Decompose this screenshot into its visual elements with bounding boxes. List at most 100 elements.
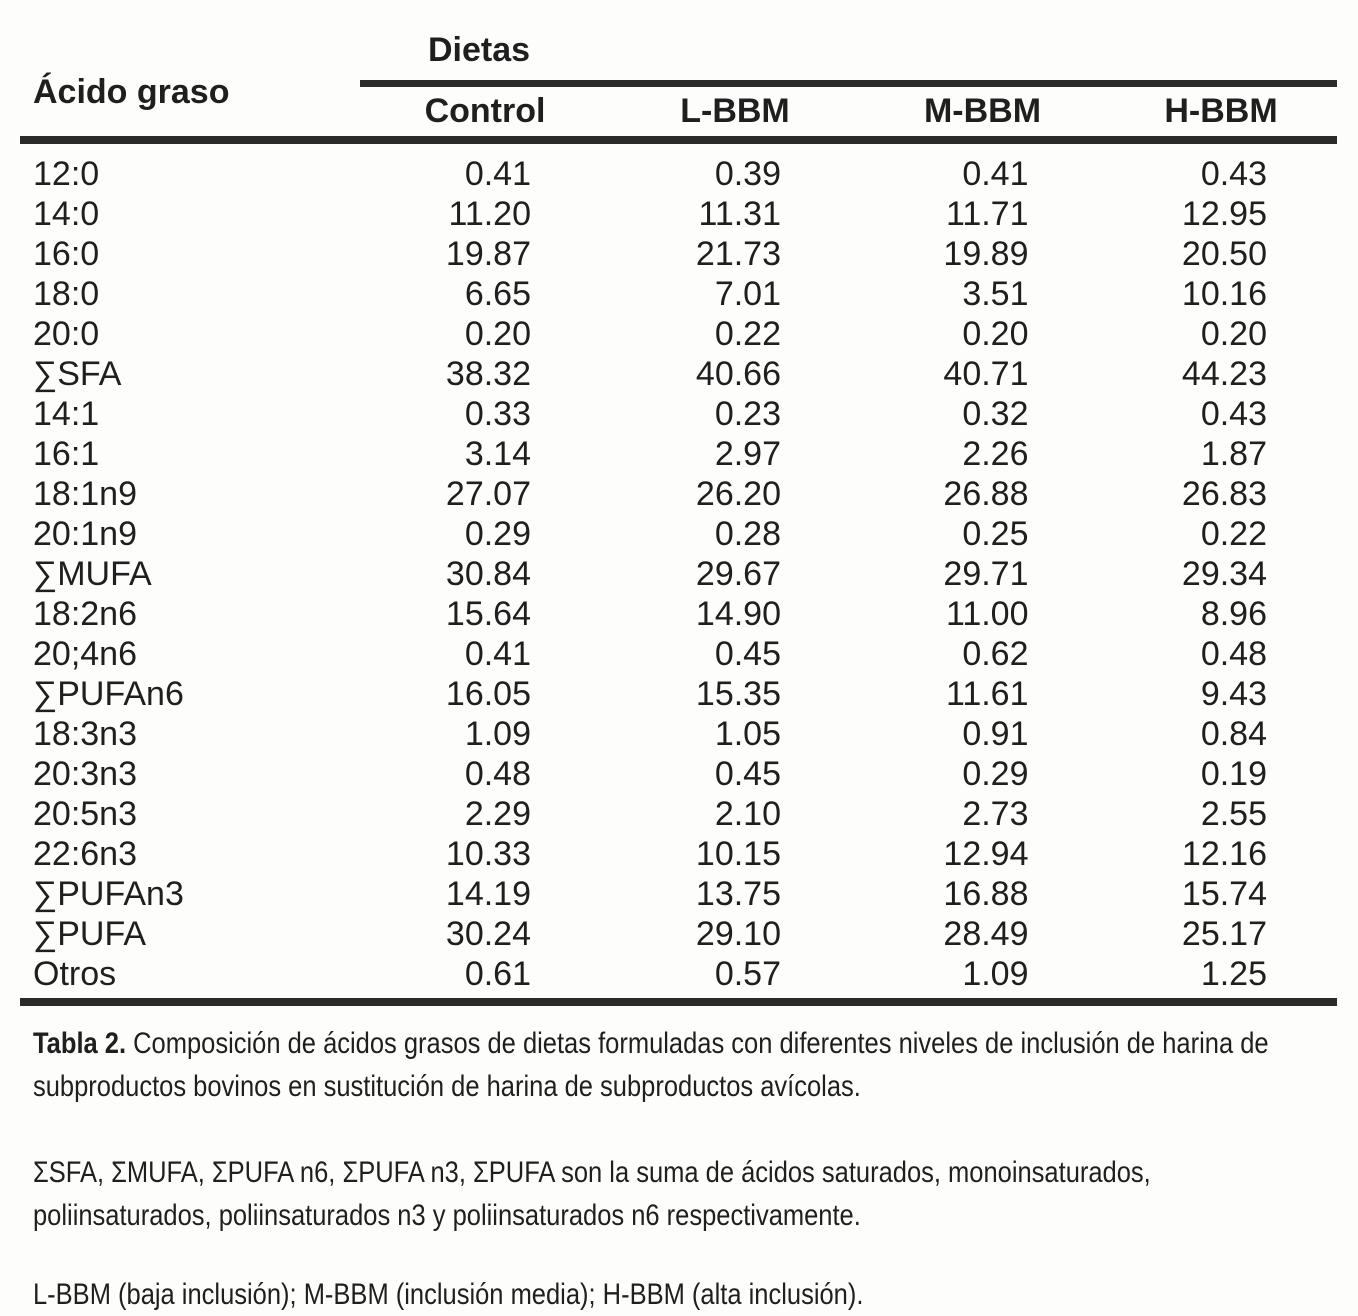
value-m-bbm: 0.62 bbox=[962, 634, 1029, 673]
footnote-diet-abbreviations: L-BBM (baja inclusión); M-BBM (inclusión… bbox=[33, 1278, 864, 1311]
value-m-bbm: 3.51 bbox=[962, 274, 1029, 313]
value-h-bbm: 15.74 bbox=[1181, 874, 1267, 913]
value-control: 16.05 bbox=[445, 674, 531, 713]
table-row: 20:5n3 2.29 2.10 2.73 2.55 bbox=[20, 794, 1337, 834]
fatty-acid-label: 22:6n3 bbox=[33, 834, 137, 873]
value-h-bbm: 0.19 bbox=[1200, 754, 1267, 793]
value-h-bbm: 9.43 bbox=[1200, 674, 1267, 713]
value-h-bbm: 29.34 bbox=[1181, 554, 1267, 593]
value-h-bbm: 8.96 bbox=[1200, 594, 1267, 633]
column-header-m-bbm: M-BBM bbox=[860, 83, 1105, 144]
fatty-acid-label: 16:0 bbox=[33, 234, 100, 273]
fatty-acid-label: 20:3n3 bbox=[33, 754, 137, 793]
value-l-bbm: 29.10 bbox=[695, 914, 781, 953]
diet-columns-row: Control L-BBM M-BBM H-BBM bbox=[20, 83, 1337, 144]
value-l-bbm: 1.05 bbox=[714, 714, 781, 753]
value-h-bbm: 1.25 bbox=[1105, 954, 1337, 1006]
table-row: ∑PUFA 30.24 29.10 28.49 25.17 bbox=[20, 914, 1337, 954]
value-l-bbm: 15.35 bbox=[695, 674, 781, 713]
value-l-bbm: 0.57 bbox=[610, 954, 860, 1006]
fatty-acid-label: Otros bbox=[20, 954, 360, 1006]
value-control: 27.07 bbox=[445, 474, 531, 513]
table-row: 18:2n6 15.64 14.90 11.00 8.96 bbox=[20, 594, 1337, 634]
value-m-bbm: 40.71 bbox=[943, 354, 1029, 393]
table-row: 12:0 0.41 0.39 0.41 0.43 bbox=[20, 140, 1337, 194]
value-l-bbm: 10.15 bbox=[695, 834, 781, 873]
fatty-acid-label: 18:0 bbox=[33, 274, 100, 313]
value-control: 0.48 bbox=[464, 754, 531, 793]
value-h-bbm: 10.16 bbox=[1181, 274, 1267, 313]
table-row: 20:0 0.20 0.22 0.20 0.20 bbox=[20, 314, 1337, 354]
value-m-bbm: 19.89 bbox=[943, 234, 1029, 273]
table-header: Ácido graso Dietas Control L-BBM M-BBM H… bbox=[20, 26, 1337, 144]
value-control: 30.84 bbox=[445, 554, 531, 593]
value-control: 3.14 bbox=[464, 434, 531, 473]
value-l-bbm: 0.45 bbox=[714, 754, 781, 793]
value-h-bbm: 2.55 bbox=[1200, 794, 1267, 833]
value-l-bbm: 21.73 bbox=[695, 234, 781, 273]
table-row: 22:6n3 10.33 10.15 12.94 12.16 bbox=[20, 834, 1337, 874]
value-m-bbm: 1.09 bbox=[860, 954, 1105, 1006]
column-group-header-dietas: Dietas bbox=[360, 26, 1337, 87]
table-row: ∑PUFAn3 14.19 13.75 16.88 15.74 bbox=[20, 874, 1337, 914]
value-h-bbm: 0.22 bbox=[1200, 514, 1267, 553]
value-l-bbm: 26.20 bbox=[695, 474, 781, 513]
value-h-bbm: 0.43 bbox=[1200, 154, 1267, 193]
value-l-bbm: 13.75 bbox=[695, 874, 781, 913]
value-control: 0.33 bbox=[464, 394, 531, 433]
value-l-bbm: 11.31 bbox=[698, 194, 781, 233]
table-row: 20:3n3 0.48 0.45 0.29 0.19 bbox=[20, 754, 1337, 794]
value-m-bbm: 2.26 bbox=[962, 434, 1029, 473]
value-control: 19.87 bbox=[445, 234, 531, 273]
table-row: ∑MUFA 30.84 29.67 29.71 29.34 bbox=[20, 554, 1337, 594]
fatty-acid-label: ∑PUFA bbox=[33, 914, 147, 953]
value-h-bbm: 0.48 bbox=[1200, 634, 1267, 673]
value-m-bbm: 29.71 bbox=[943, 554, 1029, 593]
value-l-bbm: 0.45 bbox=[714, 634, 781, 673]
fatty-acid-label: 12:0 bbox=[33, 154, 100, 193]
value-l-bbm: 0.22 bbox=[714, 314, 781, 353]
fatty-acid-label: 18:1n9 bbox=[33, 474, 137, 513]
value-m-bbm: 11.71 bbox=[945, 194, 1029, 233]
fatty-acid-label: 20:0 bbox=[33, 314, 100, 353]
fatty-acid-label: ∑PUFAn3 bbox=[33, 874, 184, 913]
value-h-bbm: 0.20 bbox=[1200, 314, 1267, 353]
fatty-acid-label: 14:0 bbox=[33, 194, 100, 233]
value-m-bbm: 0.20 bbox=[962, 314, 1029, 353]
value-h-bbm: 0.43 bbox=[1200, 394, 1267, 433]
value-m-bbm: 2.73 bbox=[962, 794, 1029, 833]
value-control: 30.24 bbox=[445, 914, 531, 953]
value-l-bbm: 29.67 bbox=[695, 554, 781, 593]
value-h-bbm: 26.83 bbox=[1181, 474, 1267, 513]
table-row: 18:0 6.65 7.01 3.51 10.16 bbox=[20, 274, 1337, 314]
value-l-bbm: 2.10 bbox=[714, 794, 781, 833]
table-row: 16:1 3.14 2.97 2.26 1.87 bbox=[20, 434, 1337, 474]
value-m-bbm: 11.00 bbox=[945, 594, 1029, 633]
value-l-bbm: 7.01 bbox=[714, 274, 781, 313]
value-m-bbm: 0.29 bbox=[962, 754, 1029, 793]
value-h-bbm: 12.95 bbox=[1181, 194, 1267, 233]
column-header-acido-graso: Ácido graso bbox=[20, 26, 360, 144]
value-control: 0.29 bbox=[464, 514, 531, 553]
table-row: 20:1n9 0.29 0.28 0.25 0.22 bbox=[20, 514, 1337, 554]
group-header-row: Ácido graso Dietas bbox=[20, 26, 1337, 144]
fatty-acid-label: 18:2n6 bbox=[33, 594, 137, 633]
table-body: 12:0 0.41 0.39 0.41 0.43 14:0 11.20 11.3… bbox=[20, 140, 1337, 1006]
value-control: 0.20 bbox=[464, 314, 531, 353]
value-m-bbm: 0.91 bbox=[962, 714, 1029, 753]
caption-number: Tabla 2. bbox=[33, 1027, 127, 1060]
value-h-bbm: 20.50 bbox=[1181, 234, 1267, 273]
value-m-bbm: 11.61 bbox=[945, 674, 1029, 713]
value-l-bbm: 0.23 bbox=[714, 394, 781, 433]
value-l-bbm: 0.39 bbox=[714, 154, 781, 193]
table-row: Otros 0.61 0.57 1.09 1.25 bbox=[20, 954, 1337, 1006]
value-h-bbm: 25.17 bbox=[1181, 914, 1267, 953]
value-l-bbm: 40.66 bbox=[695, 354, 781, 393]
value-m-bbm: 26.88 bbox=[943, 474, 1029, 513]
value-l-bbm: 0.28 bbox=[714, 514, 781, 553]
fatty-acid-label: 14:1 bbox=[33, 394, 100, 433]
value-m-bbm: 28.49 bbox=[943, 914, 1029, 953]
table-caption: Tabla 2. Composición de ácidos grasos de… bbox=[33, 1022, 1330, 1108]
column-header-h-bbm: H-BBM bbox=[1105, 83, 1337, 144]
